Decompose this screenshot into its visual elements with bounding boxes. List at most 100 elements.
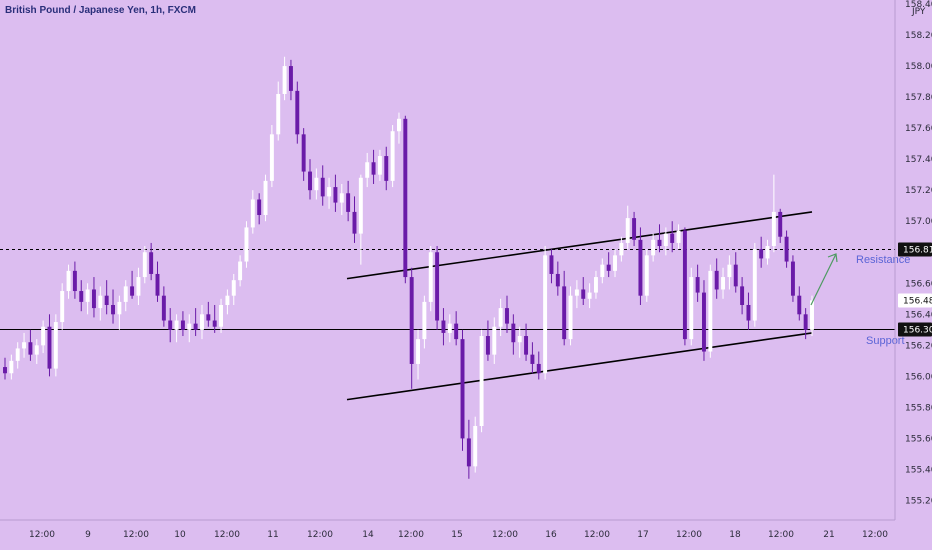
candle xyxy=(123,280,128,312)
candle-body xyxy=(409,277,414,364)
price-tick-label: 155.600 xyxy=(905,434,932,444)
candle-body xyxy=(130,286,135,296)
candle xyxy=(60,283,65,330)
candle xyxy=(727,255,732,290)
resistance-price-tag: 156.818 xyxy=(898,242,932,257)
candle xyxy=(625,205,630,250)
candle-body xyxy=(98,295,103,309)
time-tick-label: 12:00 xyxy=(492,530,518,540)
candle-body xyxy=(79,291,84,302)
candle-body xyxy=(702,292,706,352)
candle-body xyxy=(22,342,27,349)
price-tick-label: 157.400 xyxy=(905,155,932,165)
candle-body xyxy=(104,295,109,305)
candle xyxy=(98,286,103,321)
candle-body xyxy=(435,252,440,321)
candle xyxy=(549,249,554,284)
candle xyxy=(358,174,363,265)
candle-body xyxy=(746,304,751,321)
candle-body xyxy=(339,193,344,203)
candle xyxy=(422,295,427,349)
price-tick-label: 156.400 xyxy=(905,310,932,320)
candle xyxy=(524,323,529,361)
candle-body xyxy=(346,193,351,212)
candle-body xyxy=(244,227,249,262)
candle xyxy=(632,211,637,247)
price-tick-label: 158.200 xyxy=(905,31,932,41)
resistance-price-tag-bg xyxy=(898,242,932,257)
candle-body xyxy=(377,156,382,175)
candle xyxy=(41,320,46,354)
candle-body xyxy=(479,336,484,427)
candle-body xyxy=(498,308,503,327)
candle xyxy=(765,239,770,265)
candle-body xyxy=(250,199,255,228)
candle xyxy=(72,261,77,299)
candle-body xyxy=(187,323,192,330)
candle xyxy=(276,81,281,141)
candle xyxy=(28,329,33,361)
candle xyxy=(759,236,764,268)
candle xyxy=(174,314,179,343)
candle-body xyxy=(606,264,611,271)
candle xyxy=(447,314,452,343)
candle xyxy=(288,59,293,101)
time-tick-label: 16 xyxy=(545,530,557,540)
candle-body xyxy=(695,277,700,293)
candle xyxy=(721,267,726,299)
candle xyxy=(708,264,713,358)
candle xyxy=(200,304,204,340)
candle-body xyxy=(9,360,14,374)
candle xyxy=(663,227,668,256)
current-price-tag-text: 156.489 xyxy=(903,296,932,306)
candle xyxy=(733,252,738,293)
current-price-tag: 156.489 xyxy=(898,293,932,308)
candle xyxy=(34,339,39,364)
candle-body xyxy=(428,252,433,302)
candle-body xyxy=(149,252,154,274)
candle xyxy=(390,125,395,188)
candle xyxy=(346,180,351,222)
candle xyxy=(682,227,687,346)
candle xyxy=(187,314,192,343)
candle xyxy=(479,329,484,433)
candle-body xyxy=(651,239,656,256)
price-tick-label: 156.000 xyxy=(905,372,932,382)
candle-body xyxy=(269,134,274,181)
candle xyxy=(225,289,230,315)
candle xyxy=(47,314,52,377)
candle-body xyxy=(784,236,789,262)
candle-body xyxy=(727,264,732,278)
time-tick-label: 15 xyxy=(451,530,462,540)
resistance-price-tag-text: 156.818 xyxy=(903,245,932,255)
candle-body xyxy=(536,363,541,374)
candle-body xyxy=(466,438,471,467)
candle xyxy=(308,159,312,200)
candle-body xyxy=(562,286,567,340)
projection-arrow xyxy=(810,253,838,306)
candle-body xyxy=(765,246,770,259)
candle-body xyxy=(663,233,668,247)
candle-body xyxy=(91,289,96,309)
candle-body xyxy=(524,336,529,355)
candle-body xyxy=(555,273,560,287)
price-tick-label: 157.200 xyxy=(905,186,932,196)
candle-body xyxy=(676,230,681,243)
candle-body xyxy=(390,131,395,181)
price-tick-label: 155.400 xyxy=(905,465,932,475)
candle xyxy=(333,174,338,212)
candle-body xyxy=(771,211,776,247)
candle xyxy=(231,273,236,305)
price-tick-label: 157.600 xyxy=(905,124,932,134)
candle xyxy=(466,419,471,479)
time-tick-label: 10 xyxy=(174,530,186,540)
candle-body xyxy=(473,426,478,467)
candle xyxy=(784,230,789,268)
candle xyxy=(282,56,287,101)
candle xyxy=(543,246,548,380)
plot-background xyxy=(0,0,895,520)
candle xyxy=(301,128,306,181)
candle-body xyxy=(263,180,268,216)
